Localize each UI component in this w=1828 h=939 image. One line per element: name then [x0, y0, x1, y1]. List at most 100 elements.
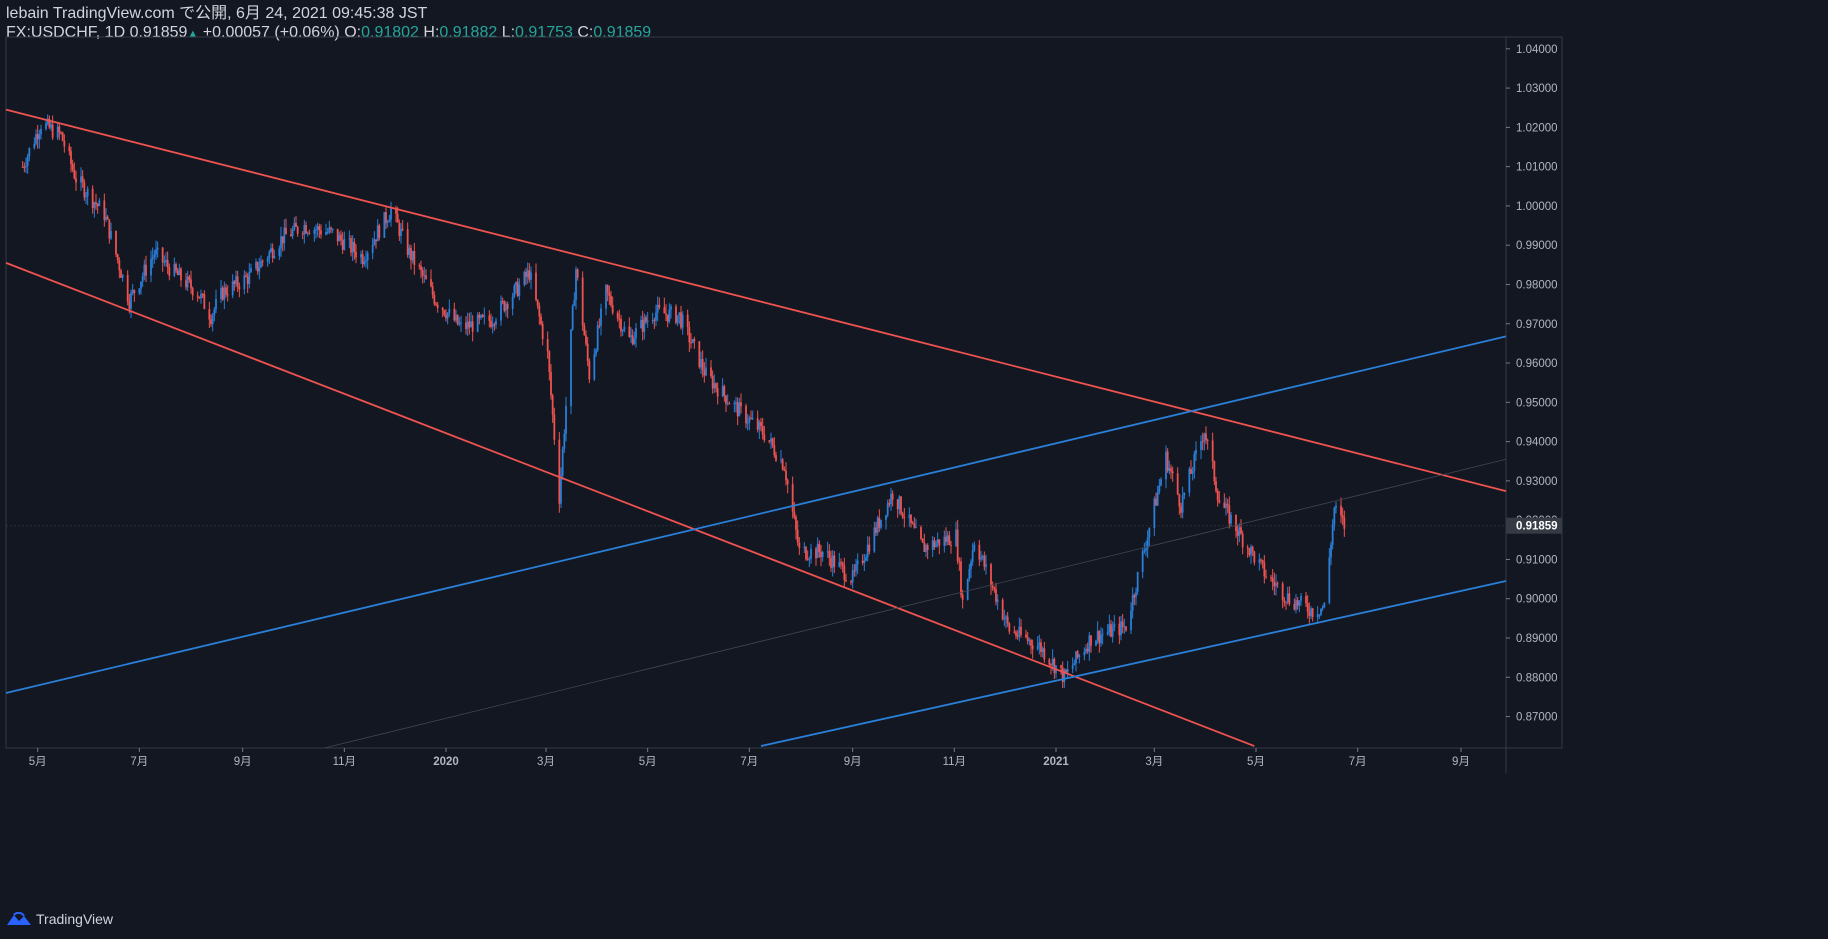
candle-body [105, 216, 107, 220]
candle-body [795, 516, 797, 530]
candle-body [80, 176, 82, 183]
y-tick-label: 0.95000 [1516, 397, 1558, 409]
trendline-red[interactable] [5, 108, 1507, 492]
candle-body [1003, 618, 1006, 620]
candle-body [21, 166, 24, 168]
candle-body [1143, 550, 1146, 552]
candle-body [165, 260, 167, 262]
candle-body [75, 178, 77, 183]
candle-body [215, 298, 217, 310]
trendline-red[interactable] [5, 262, 1255, 747]
candle-body [1330, 544, 1332, 558]
candle-body [93, 202, 96, 208]
candle-body [920, 527, 922, 539]
candle-body [728, 403, 731, 405]
candle-body [925, 545, 927, 552]
candle-body [423, 275, 426, 277]
candle-body [575, 269, 577, 301]
candle-body [71, 164, 74, 170]
candle-body [1293, 603, 1296, 610]
candle-body [1168, 468, 1171, 471]
candle-body [163, 261, 166, 263]
candle-body [1145, 548, 1147, 551]
candle-body [1191, 471, 1194, 474]
candle-body [733, 403, 736, 405]
candle-body [680, 312, 682, 328]
candle-body [1296, 600, 1299, 606]
candle-body [980, 556, 982, 560]
candle-body [600, 308, 602, 326]
candle-body [760, 421, 762, 427]
candle-body [1181, 495, 1184, 513]
candle-body [1273, 581, 1276, 587]
candle-body [853, 570, 856, 572]
candle-body [851, 570, 854, 583]
candle-body [1193, 453, 1196, 472]
candle-body [1258, 559, 1261, 563]
plot-border [5, 36, 1563, 749]
candle-body [536, 299, 539, 306]
trendline-blue[interactable] [760, 580, 1507, 747]
candle-body [408, 247, 411, 255]
candle-body [1015, 632, 1017, 636]
candle-body [1300, 595, 1302, 601]
candle-body [98, 200, 101, 206]
candle-body [1281, 583, 1284, 601]
candle-body [560, 475, 562, 504]
candle-body [406, 229, 409, 255]
y-tick-label: 1.04000 [1516, 44, 1558, 56]
candle-body [258, 267, 261, 272]
tradingview-logo-icon[interactable] [6, 912, 32, 926]
candle-body [325, 232, 327, 235]
candle-body [500, 300, 502, 321]
candle-body [138, 288, 141, 294]
candle-body [1320, 608, 1322, 615]
candle-body [468, 321, 471, 328]
candle-body [273, 255, 276, 258]
trendlines-group[interactable] [5, 108, 1507, 749]
candle-body [36, 134, 39, 140]
candle-body [1246, 547, 1249, 549]
candle-body [658, 304, 661, 308]
candle-body [266, 258, 269, 262]
candle-body [1088, 635, 1091, 652]
candle-body [418, 265, 421, 267]
candle-body [213, 309, 216, 316]
candle-body [1083, 651, 1086, 656]
candle-body [985, 564, 987, 567]
candle-body [770, 438, 772, 442]
candle-body [1178, 494, 1181, 507]
candle-body [291, 229, 294, 237]
candle-body [878, 517, 881, 528]
candle-body [831, 555, 834, 568]
candle-body [200, 293, 202, 299]
trendline-blue[interactable] [5, 335, 1507, 694]
candle-body [663, 307, 666, 314]
candle-body [1001, 599, 1004, 620]
candle-body [491, 324, 494, 327]
time-axis[interactable]: 5月 7月 9月 11月 2020 3月 5月 7月 9月 11月 2021 3月 5月 7月 9月 [29, 748, 1470, 768]
price-axis[interactable]: 1.04000 1.03000 1.02000 1.01000 1.00000 0.990… [1506, 44, 1562, 724]
candle-body [143, 264, 146, 277]
candle-body [1230, 514, 1232, 524]
candle-body [931, 540, 934, 550]
candle-body [880, 519, 882, 528]
candle-body [750, 417, 752, 419]
candle-body [768, 440, 771, 442]
candle-body [1250, 546, 1252, 555]
candle-body [875, 527, 877, 533]
candle-body [796, 529, 799, 543]
candle-body [1176, 473, 1179, 495]
candle-body [1020, 626, 1022, 635]
candle-body [435, 303, 437, 305]
candle-body [26, 156, 29, 167]
candle-body [246, 276, 249, 284]
candle-body [1018, 626, 1021, 637]
candle-body [781, 459, 784, 470]
candle-body [693, 339, 696, 342]
candle-body [178, 268, 181, 276]
candle-body [756, 418, 759, 430]
brand-name[interactable]: TradingView [36, 911, 114, 927]
candle-body [606, 284, 609, 293]
